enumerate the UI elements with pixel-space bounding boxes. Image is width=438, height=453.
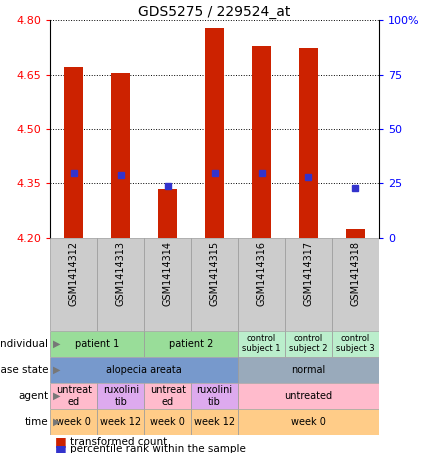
Bar	[238, 409, 379, 435]
Bar	[205, 28, 224, 238]
Text: GSM1414313: GSM1414313	[116, 241, 126, 306]
Text: GSM1414314: GSM1414314	[162, 241, 173, 306]
Text: GSM1414316: GSM1414316	[257, 241, 267, 306]
Text: GSM1414318: GSM1414318	[350, 241, 360, 306]
Text: week 12: week 12	[194, 417, 235, 427]
Bar	[144, 331, 238, 357]
Text: ■: ■	[55, 435, 67, 448]
Bar	[144, 409, 191, 435]
Bar	[238, 331, 285, 357]
Text: control
subject 2: control subject 2	[289, 334, 328, 353]
Text: normal: normal	[291, 365, 325, 375]
Text: control
subject 3: control subject 3	[336, 334, 375, 353]
Bar	[191, 238, 238, 331]
Bar	[50, 409, 97, 435]
Bar	[285, 238, 332, 331]
Text: agent: agent	[18, 391, 48, 401]
Bar	[50, 383, 97, 409]
Text: untreated: untreated	[284, 391, 332, 401]
Text: untreat
ed: untreat ed	[150, 385, 186, 407]
Bar	[97, 409, 144, 435]
Text: patient 1: patient 1	[75, 339, 120, 349]
Text: alopecia areata: alopecia areata	[106, 365, 182, 375]
Text: GSM1414317: GSM1414317	[304, 241, 314, 306]
Text: ruxolini
tib: ruxolini tib	[197, 385, 233, 407]
Text: week 0: week 0	[57, 417, 91, 427]
Text: ▶: ▶	[53, 417, 60, 427]
Bar	[332, 331, 379, 357]
Bar	[50, 238, 97, 331]
Text: ▶: ▶	[53, 339, 60, 349]
Text: untreat
ed: untreat ed	[56, 385, 92, 407]
Text: time: time	[25, 417, 48, 427]
Bar	[111, 73, 130, 238]
Bar	[285, 331, 332, 357]
Bar	[238, 357, 379, 383]
Text: week 0: week 0	[150, 417, 185, 427]
Text: individual: individual	[0, 339, 48, 349]
Text: ▶: ▶	[53, 365, 60, 375]
Bar	[97, 383, 144, 409]
Text: ■: ■	[55, 443, 67, 453]
Bar	[191, 383, 238, 409]
Text: control
subject 1: control subject 1	[242, 334, 281, 353]
Bar	[64, 67, 83, 238]
Title: GDS5275 / 229524_at: GDS5275 / 229524_at	[138, 5, 291, 19]
Bar	[299, 48, 318, 238]
Bar	[346, 229, 365, 238]
Bar	[97, 238, 144, 331]
Text: week 0: week 0	[291, 417, 326, 427]
Bar	[332, 238, 379, 331]
Text: ruxolini
tib: ruxolini tib	[102, 385, 139, 407]
Text: transformed count: transformed count	[70, 437, 167, 447]
Text: disease state: disease state	[0, 365, 48, 375]
Bar	[191, 409, 238, 435]
Text: ▶: ▶	[53, 391, 60, 401]
Bar	[144, 383, 191, 409]
Text: GSM1414315: GSM1414315	[210, 241, 219, 306]
Bar	[238, 383, 379, 409]
Text: week 12: week 12	[100, 417, 141, 427]
Text: percentile rank within the sample: percentile rank within the sample	[70, 444, 246, 453]
Text: patient 2: patient 2	[169, 339, 213, 349]
Bar	[50, 331, 144, 357]
Text: GSM1414312: GSM1414312	[69, 241, 79, 306]
Bar	[144, 238, 191, 331]
Bar	[158, 189, 177, 238]
Bar	[50, 357, 238, 383]
Bar	[252, 46, 271, 238]
Bar	[238, 238, 285, 331]
